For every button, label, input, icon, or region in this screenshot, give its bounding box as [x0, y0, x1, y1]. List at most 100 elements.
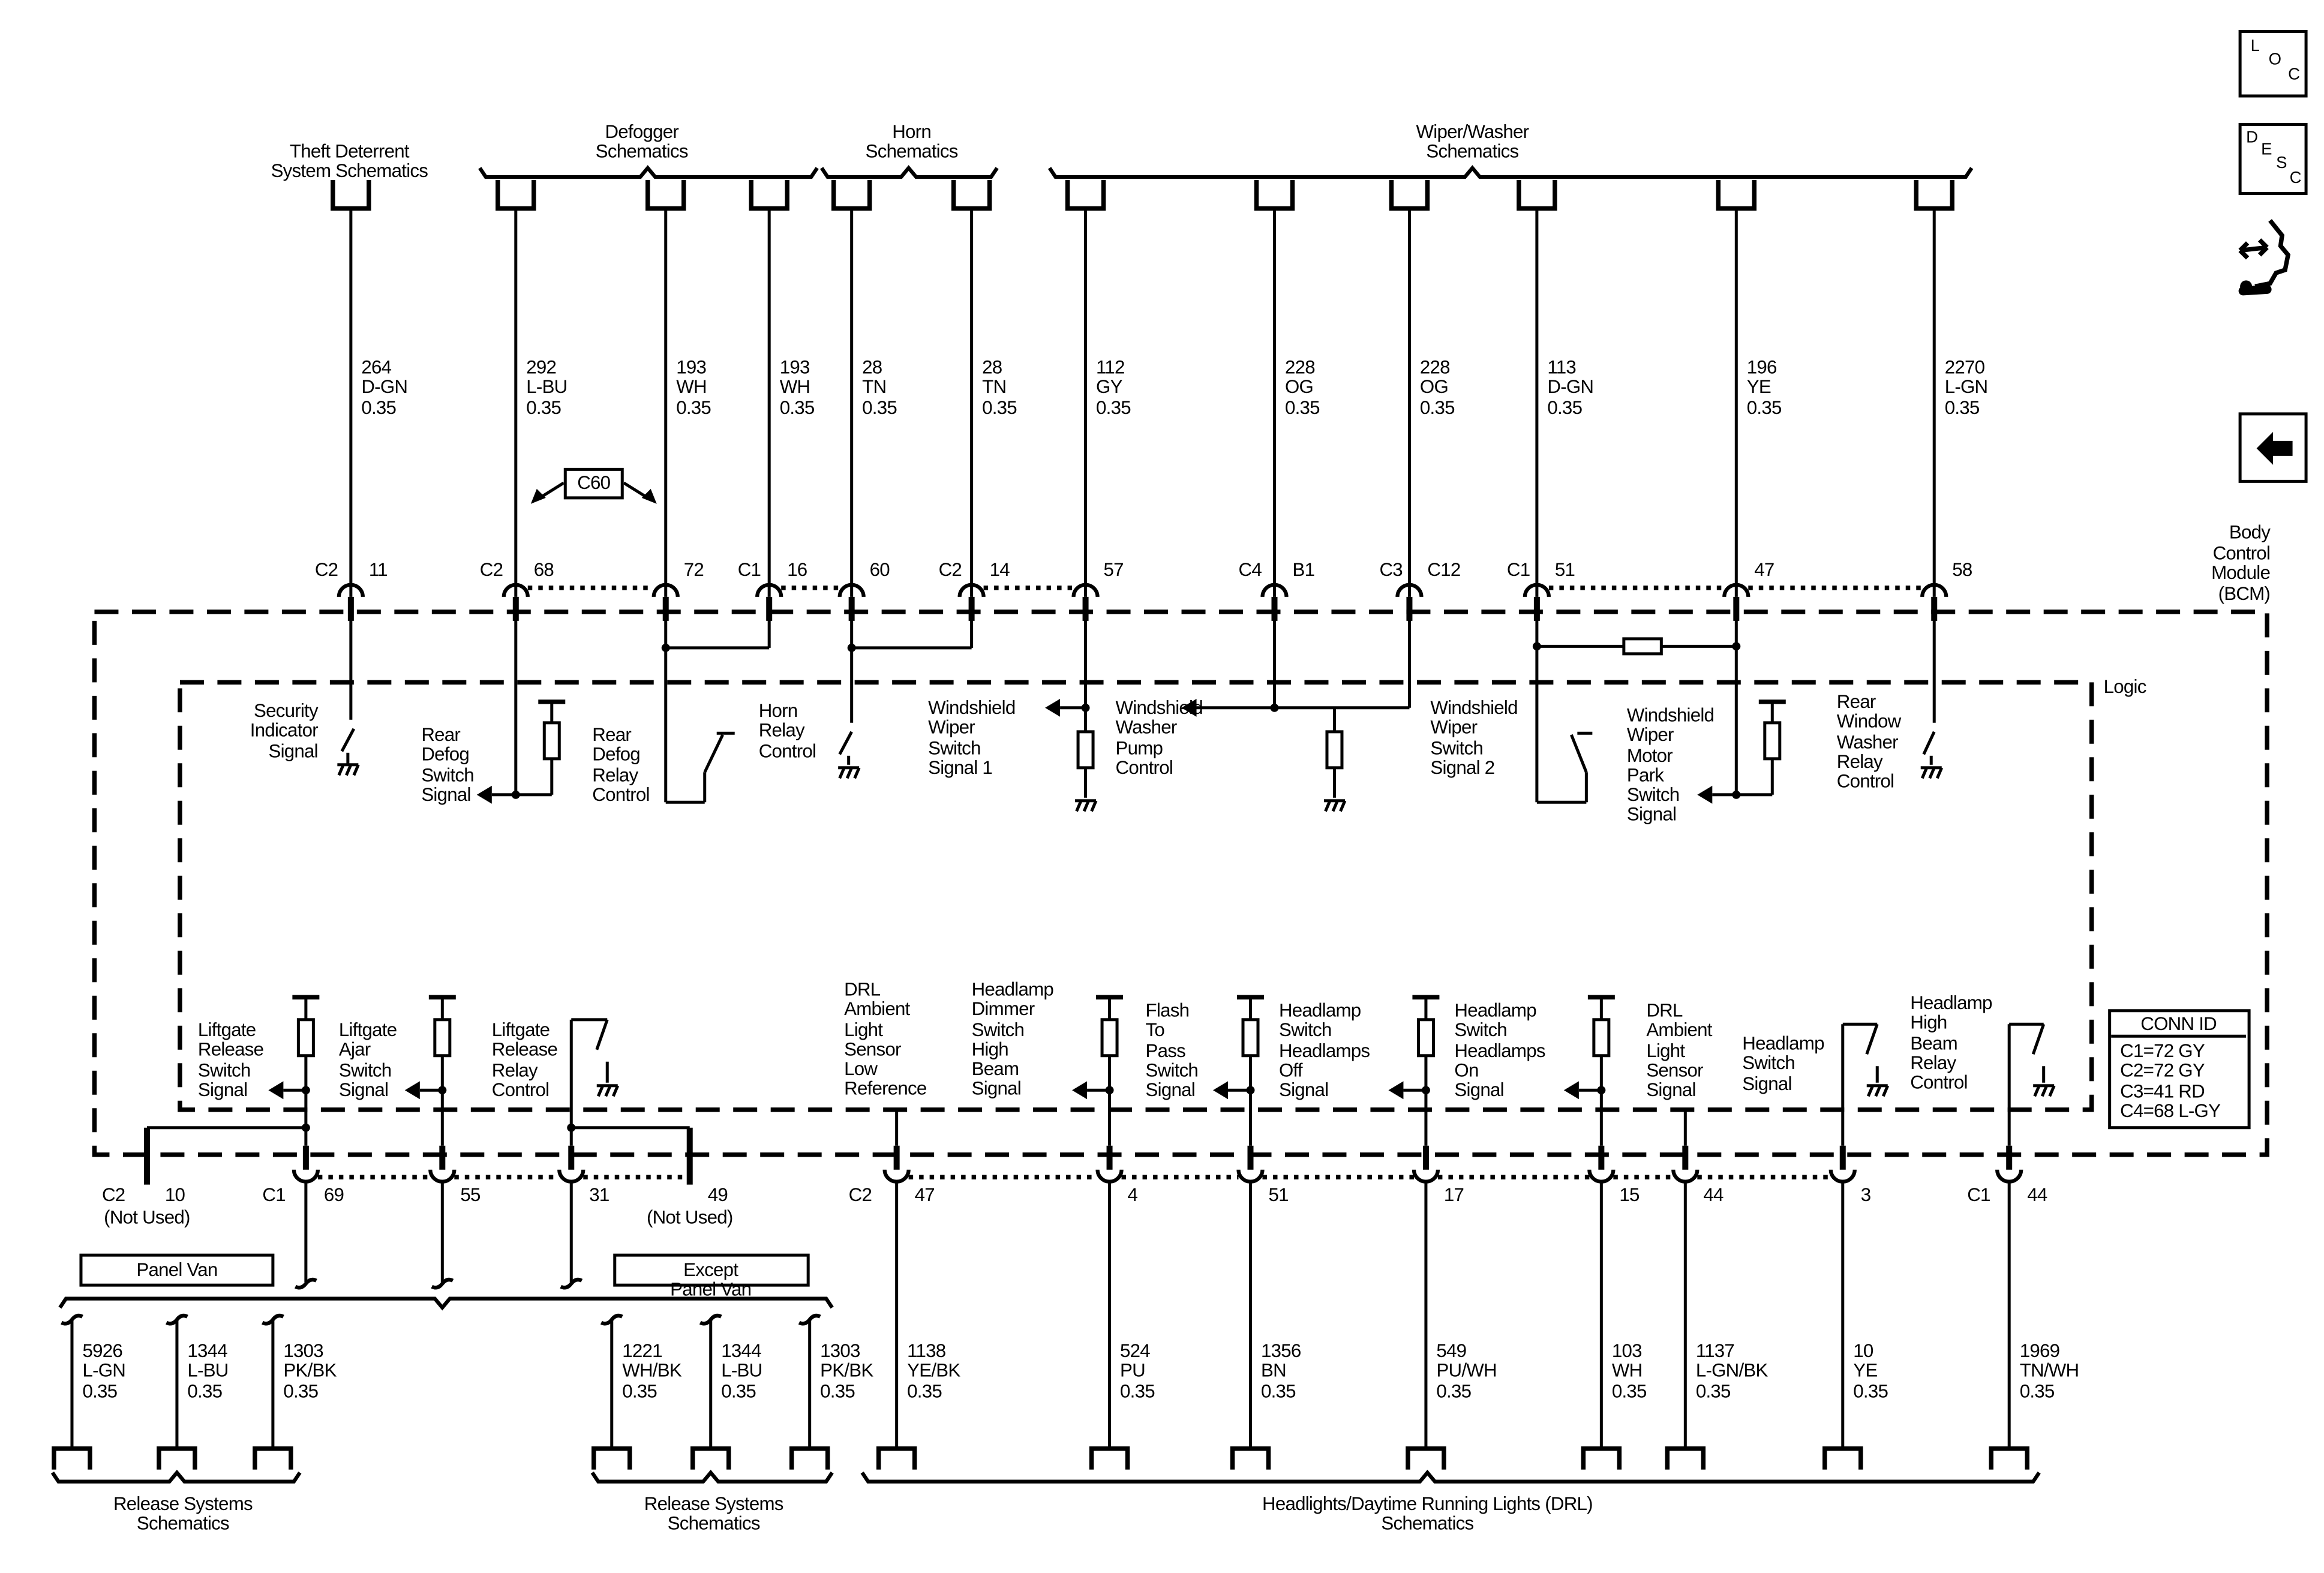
pin-number: 14 — [989, 559, 1010, 581]
connector-id: C2 — [938, 559, 962, 581]
ground-icon — [838, 766, 861, 779]
wire-size-label: 0.35 — [820, 1381, 855, 1403]
ground-icon — [1075, 799, 1098, 812]
wire-circuit-label: 28 — [862, 356, 882, 378]
switch-contact — [838, 731, 853, 755]
harness-connector — [831, 179, 872, 211]
harness-connector — [1089, 1446, 1130, 1470]
wire-circuit-label: 193 — [779, 356, 810, 378]
ground-icon — [596, 1084, 620, 1097]
function-rear-defog-switch: Rear Defog Switch Signal — [421, 724, 474, 806]
pin-terminal — [882, 1169, 911, 1184]
wire-color-label: TN/WH — [2019, 1360, 2079, 1382]
resistor — [1325, 730, 1344, 770]
wire-circuit-label: 5926 — [82, 1340, 122, 1362]
conn-id-title: CONN ID — [2111, 1014, 2247, 1038]
pin-number: 11 — [368, 559, 388, 581]
resistor — [1622, 637, 1663, 656]
wire-circuit-label: 112 — [1096, 356, 1125, 378]
arrow-icon — [268, 1081, 284, 1100]
pin-number: 44 — [2027, 1184, 2047, 1206]
pin-number: 16 — [787, 559, 807, 581]
splice-dot — [661, 643, 670, 652]
connector-id: C1 — [1967, 1184, 1990, 1206]
wire-size-label: 0.35 — [779, 397, 815, 419]
harness-connector — [951, 179, 992, 211]
pin-terminal — [1828, 1169, 1857, 1184]
arrow-icon — [530, 488, 546, 504]
harness-connector — [52, 1446, 92, 1470]
wire-color-label: TN — [982, 376, 1007, 398]
harness-connector — [1406, 1446, 1446, 1470]
function-rear-defog-relay: Rear Defog Relay Control — [592, 724, 650, 806]
pin-terminal — [1587, 1169, 1616, 1184]
switch-contact — [1570, 734, 1588, 773]
splice-dot — [1732, 790, 1741, 799]
wire-size-label: 0.35 — [1746, 397, 1782, 419]
group-label-release-1: Release Systems Schematics — [113, 1493, 253, 1535]
wire-color-label: WH — [676, 376, 707, 398]
wire-circuit-label: 10 — [1853, 1340, 1873, 1362]
harness-connector — [1065, 179, 1106, 211]
wire-size-label: 0.35 — [1120, 1381, 1155, 1403]
switch-contact — [1922, 731, 1936, 755]
wire-circuit-label: 1137 — [1695, 1340, 1735, 1362]
pin-terminal — [651, 583, 680, 598]
connector-id: C2 — [101, 1184, 125, 1206]
function-dimmer-high-beam: Headlamp Dimmer Switch High Beam Signal — [971, 979, 1054, 1100]
wire-circuit-label: 228 — [1419, 356, 1451, 378]
wire-size-label: 0.35 — [1695, 1381, 1731, 1403]
function-headlamp-switch-signal: Headlamp Switch Signal — [1742, 1033, 1824, 1094]
wire-size-label: 0.35 — [82, 1381, 118, 1403]
pin-terminal — [1671, 1169, 1700, 1184]
function-drl-sensor-signal: DRL Ambient Light Sensor Signal — [1646, 1000, 1712, 1101]
wire-circuit-label: 1344 — [721, 1340, 761, 1362]
pin-terminal — [1523, 583, 1551, 598]
wire-break — [431, 1277, 454, 1290]
pin-number: 47 — [914, 1184, 935, 1206]
option-except-panel-van: Except Panel Van — [613, 1253, 810, 1300]
wire-size-label: 0.35 — [862, 397, 897, 419]
logic-label: Logic — [2103, 676, 2147, 698]
splice-c60-box: C60 — [563, 467, 624, 500]
arrow-icon — [476, 785, 492, 804]
arrow-icon — [1697, 785, 1713, 804]
pin-number: 47 — [1754, 559, 1774, 581]
wire-circuit-label: 103 — [1611, 1340, 1643, 1362]
pin-number: 49 — [707, 1184, 728, 1206]
harness-connector — [645, 179, 686, 211]
wire-color-label: YE/BK — [907, 1360, 960, 1382]
function-wiper-switch-2: Windshield Wiper Switch Signal 2 — [1430, 697, 1518, 779]
group-label-theft: Theft Deterrent System Schematics — [271, 140, 428, 182]
splice-dot — [567, 1123, 576, 1132]
wire-color-label: WH/BK — [622, 1360, 681, 1382]
wire-break — [560, 1277, 583, 1290]
pin-number: 4 — [1127, 1184, 1138, 1206]
connector-id: C2 — [479, 559, 503, 581]
back-arrow-icon[interactable] — [2238, 412, 2308, 483]
switch-contact — [1865, 1023, 1879, 1055]
harness-connector — [1716, 179, 1757, 211]
pin-terminal — [957, 583, 986, 598]
wire-circuit-label: 1969 — [2019, 1340, 2060, 1362]
function-liftgate-release-relay: Liftgate Release Relay Control — [491, 1019, 558, 1101]
pin-number: C12 — [1427, 559, 1461, 581]
harness-connector — [749, 179, 789, 211]
wire-circuit-label: 549 — [1436, 1340, 1467, 1362]
connector-wrench-icon[interactable] — [2234, 213, 2309, 303]
pin-terminal — [1071, 583, 1100, 598]
wire-color-label: WH — [1611, 1360, 1643, 1382]
pin-terminal — [292, 1169, 320, 1184]
pin-number: 15 — [1619, 1184, 1640, 1206]
harness-connector — [1230, 1446, 1271, 1470]
wire-color-label: L-GN/BK — [1695, 1360, 1768, 1382]
wire-circuit-label: 193 — [676, 356, 707, 378]
wire-size-label: 0.35 — [283, 1381, 319, 1403]
wire-color-label: YE — [1746, 376, 1771, 398]
function-drl-sensor-low-ref: DRL Ambient Light Sensor Low Reference — [844, 979, 927, 1100]
connector-id: C2 — [848, 1184, 872, 1206]
harness-connector — [1914, 179, 1954, 211]
